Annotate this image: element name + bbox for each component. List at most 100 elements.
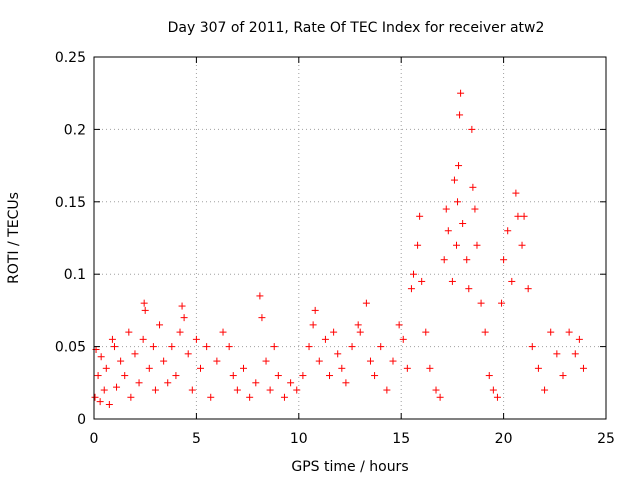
- data-point-marker: [514, 212, 522, 220]
- data-point-marker: [178, 302, 186, 310]
- data-point-marker: [444, 227, 452, 235]
- data-point-marker: [233, 386, 241, 394]
- data-point-marker: [442, 205, 450, 213]
- data-point-marker: [102, 364, 110, 372]
- data-point-marker: [450, 176, 458, 184]
- data-point-marker: [371, 372, 379, 380]
- data-point-marker: [407, 285, 415, 293]
- data-point-marker: [493, 393, 501, 401]
- data-point-marker: [311, 306, 319, 314]
- data-point-marker: [457, 89, 465, 97]
- data-point-marker: [188, 386, 196, 394]
- data-point-marker: [326, 372, 334, 380]
- data-point-marker: [459, 220, 467, 228]
- data-point-marker: [140, 299, 148, 307]
- data-point-marker: [207, 393, 215, 401]
- data-point-marker: [354, 321, 362, 329]
- data-point-marker: [348, 343, 356, 351]
- data-point-marker: [113, 383, 121, 391]
- x-tick-label: 5: [192, 431, 201, 447]
- data-point-marker: [121, 372, 129, 380]
- y-axis-label: ROTI / TECUs: [6, 192, 22, 284]
- data-point-marker: [135, 379, 143, 387]
- data-point-marker: [105, 401, 113, 409]
- data-point-marker: [164, 379, 172, 387]
- data-point-marker: [377, 343, 385, 351]
- x-tick-label: 20: [495, 431, 513, 447]
- data-point-marker: [481, 328, 489, 336]
- x-axis-label: GPS time / hours: [291, 459, 408, 475]
- grid-lines: [94, 57, 606, 419]
- data-point-marker: [465, 285, 473, 293]
- data-point-marker: [463, 256, 471, 264]
- y-tick-label: 0.15: [55, 195, 86, 211]
- x-tick-label: 0: [90, 431, 99, 447]
- data-point-marker: [94, 372, 102, 380]
- data-point-marker: [274, 372, 282, 380]
- data-point-marker: [426, 364, 434, 372]
- data-point-marker: [229, 372, 237, 380]
- data-point-marker: [414, 241, 422, 249]
- data-point-marker: [471, 205, 479, 213]
- data-point-marker: [96, 398, 104, 406]
- y-tick-label: 0: [77, 412, 86, 428]
- data-point-marker: [172, 372, 180, 380]
- data-point-marker: [151, 386, 159, 394]
- data-point-marker: [575, 335, 583, 343]
- data-point-marker: [500, 256, 508, 264]
- data-point-marker: [477, 299, 485, 307]
- data-point-marker: [192, 335, 200, 343]
- data-point-marker: [454, 198, 462, 206]
- data-point-marker: [293, 386, 301, 394]
- data-point-marker: [258, 314, 266, 322]
- data-point-marker: [305, 343, 313, 351]
- data-point-marker: [399, 335, 407, 343]
- data-points: [91, 89, 587, 409]
- data-point-marker: [196, 364, 204, 372]
- data-point-marker: [456, 111, 464, 119]
- y-tick-label: 0.05: [55, 340, 86, 356]
- data-point-marker: [270, 343, 278, 351]
- data-point-marker: [110, 343, 118, 351]
- data-point-marker: [246, 393, 254, 401]
- data-point-marker: [117, 357, 125, 365]
- data-point-marker: [342, 379, 350, 387]
- data-point-marker: [168, 343, 176, 351]
- data-point-marker: [256, 292, 264, 300]
- data-point-marker: [409, 270, 417, 278]
- data-point-marker: [141, 306, 149, 314]
- data-point-marker: [403, 364, 411, 372]
- x-tick-label: 25: [597, 431, 615, 447]
- data-point-marker: [440, 256, 448, 264]
- data-point-marker: [416, 212, 424, 220]
- data-point-marker: [309, 321, 317, 329]
- data-point-marker: [559, 372, 567, 380]
- data-point-marker: [125, 328, 133, 336]
- data-point-marker: [127, 393, 135, 401]
- data-point-marker: [330, 328, 338, 336]
- data-point-marker: [100, 386, 108, 394]
- y-tick-label: 0.25: [55, 50, 86, 66]
- data-point-marker: [366, 357, 374, 365]
- data-point-marker: [473, 241, 481, 249]
- data-point-marker: [528, 343, 536, 351]
- data-point-marker: [97, 353, 105, 361]
- axis-ticks: 0 5 10 15 20 25 0 0.05 0.1 0.15 0.2 0.25: [55, 50, 615, 447]
- data-point-marker: [436, 393, 444, 401]
- data-point-marker: [252, 379, 260, 387]
- chart-title: Day 307 of 2011, Rate Of TEC Index for r…: [168, 20, 545, 36]
- data-point-marker: [315, 357, 323, 365]
- data-point-marker: [108, 335, 116, 343]
- data-point-marker: [512, 189, 520, 197]
- data-point-marker: [422, 328, 430, 336]
- data-point-marker: [356, 328, 364, 336]
- x-tick-label: 15: [392, 431, 410, 447]
- data-point-marker: [452, 241, 460, 249]
- data-point-marker: [469, 183, 477, 191]
- data-point-marker: [395, 321, 403, 329]
- data-point-marker: [91, 393, 99, 401]
- plot-frame: [93, 56, 607, 420]
- y-tick-label: 0.1: [64, 267, 86, 283]
- data-point-marker: [547, 328, 555, 336]
